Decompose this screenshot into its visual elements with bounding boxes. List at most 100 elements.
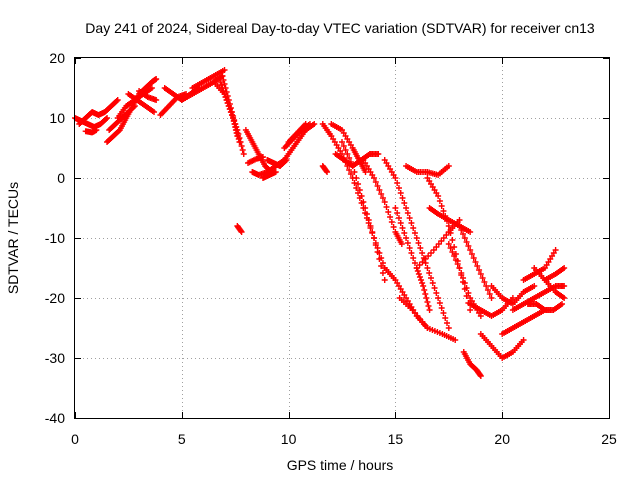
data-point	[436, 300, 443, 306]
data-point	[367, 223, 374, 229]
series-track-23	[328, 121, 369, 175]
data-point	[383, 204, 390, 210]
series-track-48	[426, 205, 474, 235]
data-point	[445, 241, 452, 247]
data-point	[481, 279, 488, 285]
data-point	[449, 249, 456, 255]
series-track-50	[245, 154, 266, 166]
x-tick-label: 5	[178, 431, 186, 447]
data-point	[392, 205, 399, 211]
data-point	[381, 199, 388, 205]
data-point	[406, 215, 413, 221]
data-point	[371, 235, 378, 241]
data-point	[232, 124, 239, 130]
series-track-25	[360, 157, 405, 247]
data-point	[451, 244, 458, 250]
data-point	[458, 270, 465, 276]
data-point	[456, 217, 463, 223]
series-track-47	[319, 163, 331, 175]
data-point	[230, 115, 237, 121]
data-point	[467, 307, 474, 313]
data-point	[561, 265, 568, 271]
series-track-10	[178, 73, 226, 103]
data-point	[399, 225, 406, 231]
tick-labels: 0 5 10 15 20 25 -40 -30 -20 -10 0 10 20	[45, 50, 617, 447]
series-track-35	[460, 349, 484, 379]
data-point	[426, 307, 433, 313]
data-point	[403, 235, 410, 241]
data-point	[385, 209, 392, 215]
data-point	[483, 283, 490, 289]
data-point	[225, 103, 232, 109]
plot-frame	[74, 57, 610, 419]
data-point	[465, 290, 472, 296]
data-point	[353, 185, 360, 191]
data-point	[531, 283, 538, 289]
data-point	[460, 231, 467, 237]
data-point	[411, 260, 418, 266]
data-point	[484, 287, 491, 293]
series-track-49	[281, 121, 313, 151]
data-point	[421, 287, 428, 293]
data-point	[477, 373, 484, 379]
series-track-14	[217, 79, 241, 139]
data-point	[356, 187, 363, 193]
data-point	[306, 121, 313, 127]
data-marks	[72, 67, 568, 379]
data-point	[438, 305, 445, 311]
data-point	[413, 265, 420, 271]
data-point	[355, 181, 362, 187]
x-tick-label: 20	[494, 431, 510, 447]
data-point	[238, 143, 245, 149]
data-point	[219, 73, 226, 79]
data-point	[231, 121, 238, 127]
data-point	[561, 283, 568, 289]
data-point	[477, 271, 484, 277]
data-point	[222, 94, 229, 100]
data-point	[340, 143, 347, 149]
y-tick-label: 20	[49, 50, 65, 66]
data-point	[362, 205, 369, 211]
data-point	[477, 313, 484, 319]
data-point	[363, 211, 370, 217]
data-point	[237, 228, 244, 234]
series-track-15	[234, 223, 245, 235]
data-point	[353, 175, 360, 181]
data-point	[374, 183, 381, 189]
y-tick-label: -30	[45, 350, 65, 366]
data-point	[397, 190, 404, 196]
data-point	[552, 247, 559, 253]
data-point	[240, 151, 247, 157]
data-point	[452, 257, 459, 263]
data-point	[415, 271, 422, 277]
data-point	[395, 215, 402, 221]
data-point	[346, 167, 353, 173]
series-track-38	[488, 283, 538, 307]
data-point	[408, 250, 415, 256]
data-point	[461, 235, 468, 241]
x-axis-label: GPS time / hours	[287, 457, 394, 473]
data-point	[227, 109, 234, 115]
data-point	[374, 249, 381, 255]
series-track-30	[396, 295, 459, 343]
data-point	[433, 290, 440, 296]
data-point	[230, 118, 237, 124]
data-point	[148, 85, 155, 91]
data-point	[236, 139, 243, 145]
data-point	[347, 171, 354, 177]
data-point	[403, 205, 410, 211]
data-point	[411, 230, 418, 236]
data-point	[467, 229, 474, 235]
data-point	[416, 274, 423, 280]
data-point	[561, 295, 568, 301]
y-axis-label: SDTVAR / TECUs	[5, 182, 21, 294]
data-point	[440, 310, 447, 316]
data-point	[376, 256, 383, 262]
series-track-02	[76, 97, 121, 127]
data-point	[151, 109, 158, 115]
data-point	[346, 155, 353, 161]
data-point	[445, 223, 452, 229]
data-point	[342, 147, 349, 153]
data-point	[442, 315, 449, 321]
data-point	[428, 250, 434, 256]
